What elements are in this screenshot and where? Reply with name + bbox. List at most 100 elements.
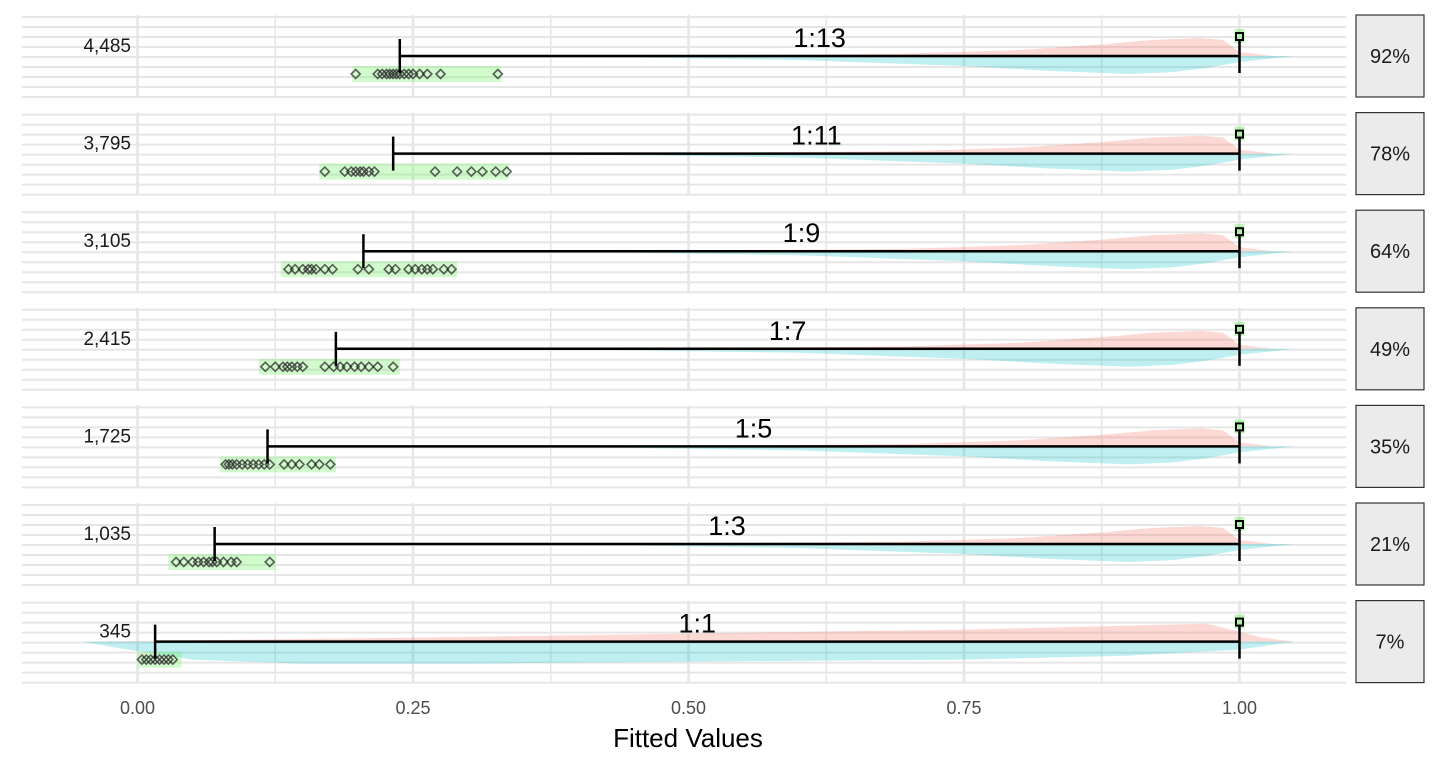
panel: 1:7 2,415 49% xyxy=(22,307,1425,391)
data-point xyxy=(203,556,215,568)
data-point xyxy=(445,263,458,275)
data-point xyxy=(389,263,401,275)
count-label: 2,415 xyxy=(83,329,131,350)
data-point xyxy=(302,263,314,275)
data-point xyxy=(149,653,161,666)
data-point xyxy=(345,165,357,178)
x-tick-label: 1.00 xyxy=(1222,698,1257,718)
data-point xyxy=(281,361,294,373)
data-point xyxy=(350,165,362,178)
facet-strip-label: 92% xyxy=(1370,46,1410,68)
panel: 1:13 4,485 92% xyxy=(22,14,1425,98)
data-point xyxy=(223,458,235,471)
data-point xyxy=(434,68,447,80)
upper-band xyxy=(1234,126,1245,141)
facet-strip xyxy=(1355,502,1425,586)
ratio-label: 1:11 xyxy=(791,121,842,151)
count-label: 4,485 xyxy=(83,36,131,57)
data-point xyxy=(352,263,364,275)
data-point xyxy=(372,68,384,80)
data-point xyxy=(170,556,182,568)
density-pink xyxy=(578,233,1273,252)
data-point xyxy=(264,556,276,568)
data-point xyxy=(310,263,322,275)
data-point xyxy=(162,653,174,666)
density-teal xyxy=(82,641,1295,664)
upper-band xyxy=(1234,614,1245,629)
data-point xyxy=(289,263,301,275)
data-point xyxy=(476,165,489,178)
facet-strip xyxy=(1355,14,1425,98)
density-teal xyxy=(468,348,1295,367)
count-label: 3,795 xyxy=(83,134,131,155)
data-point xyxy=(354,165,366,178)
data-point xyxy=(319,263,331,275)
data-point xyxy=(394,68,406,80)
data-point xyxy=(158,653,170,666)
x-axis-title: Fitted Values xyxy=(613,723,763,753)
data-point xyxy=(259,361,271,373)
facet-strip xyxy=(1355,307,1425,391)
density-pink xyxy=(578,428,1273,447)
density-pink xyxy=(578,330,1273,349)
data-point xyxy=(313,458,325,471)
data-point xyxy=(363,361,375,373)
facet-strip-label: 64% xyxy=(1370,241,1410,263)
data-point xyxy=(277,361,289,373)
data-point xyxy=(293,458,306,471)
range-band xyxy=(319,163,509,180)
count-label: 345 xyxy=(99,622,131,643)
data-point xyxy=(324,458,336,471)
panels-layer: 1:13 4,485 92% 1:11 3,795 78% 1:9 3,105 64% 1:7 2,… xyxy=(22,14,1425,684)
x-tick-label: 0.50 xyxy=(671,698,706,718)
ratio-label: 1:9 xyxy=(783,218,821,248)
data-point xyxy=(413,68,426,80)
facet-strip-label: 49% xyxy=(1370,339,1410,361)
data-point xyxy=(278,458,290,471)
data-point xyxy=(501,165,513,178)
count-label: 1,725 xyxy=(83,426,131,447)
count-label: 3,105 xyxy=(83,231,131,252)
panel: 1:9 3,105 64% xyxy=(22,209,1425,294)
data-point xyxy=(398,68,410,80)
data-point xyxy=(319,165,331,178)
density-teal xyxy=(468,251,1295,270)
density-pink xyxy=(578,526,1273,544)
data-point xyxy=(363,263,375,275)
data-point xyxy=(355,361,367,373)
x-tick-label: 0.25 xyxy=(395,698,430,718)
data-point xyxy=(297,361,309,373)
count-label: 1,035 xyxy=(83,524,131,545)
facet-strip-label: 78% xyxy=(1370,144,1410,166)
density-teal xyxy=(468,446,1295,465)
upper-band xyxy=(1234,517,1245,531)
data-point xyxy=(305,458,318,471)
density-pink xyxy=(93,623,1295,642)
facet-strip-label: 7% xyxy=(1376,632,1405,654)
data-point xyxy=(438,263,450,275)
data-point xyxy=(429,165,441,178)
ratio-label: 1:5 xyxy=(735,413,773,443)
panel: 1:3 1,035 21% xyxy=(22,502,1425,586)
data-point xyxy=(140,653,152,666)
data-point xyxy=(492,68,504,80)
data-point xyxy=(427,263,439,275)
data-point xyxy=(490,165,502,178)
range-band xyxy=(352,66,502,82)
x-tick-label: 0.00 xyxy=(120,698,155,718)
data-point xyxy=(387,361,399,373)
data-point xyxy=(305,263,318,275)
panel: 1:1 345 7% xyxy=(22,599,1425,684)
data-point xyxy=(153,653,166,666)
data-point xyxy=(421,68,433,80)
x-axis: 0.00 0.25 0.50 0.75 1.00 xyxy=(120,698,1257,718)
data-point xyxy=(226,458,238,471)
data-point xyxy=(136,653,148,666)
density-teal xyxy=(468,544,1295,562)
data-point xyxy=(286,458,298,471)
facet-strip-label: 21% xyxy=(1370,534,1410,556)
x-tick-label: 0.75 xyxy=(946,698,981,718)
data-point xyxy=(326,263,339,275)
panel: 1:5 1,725 35% xyxy=(22,404,1425,489)
